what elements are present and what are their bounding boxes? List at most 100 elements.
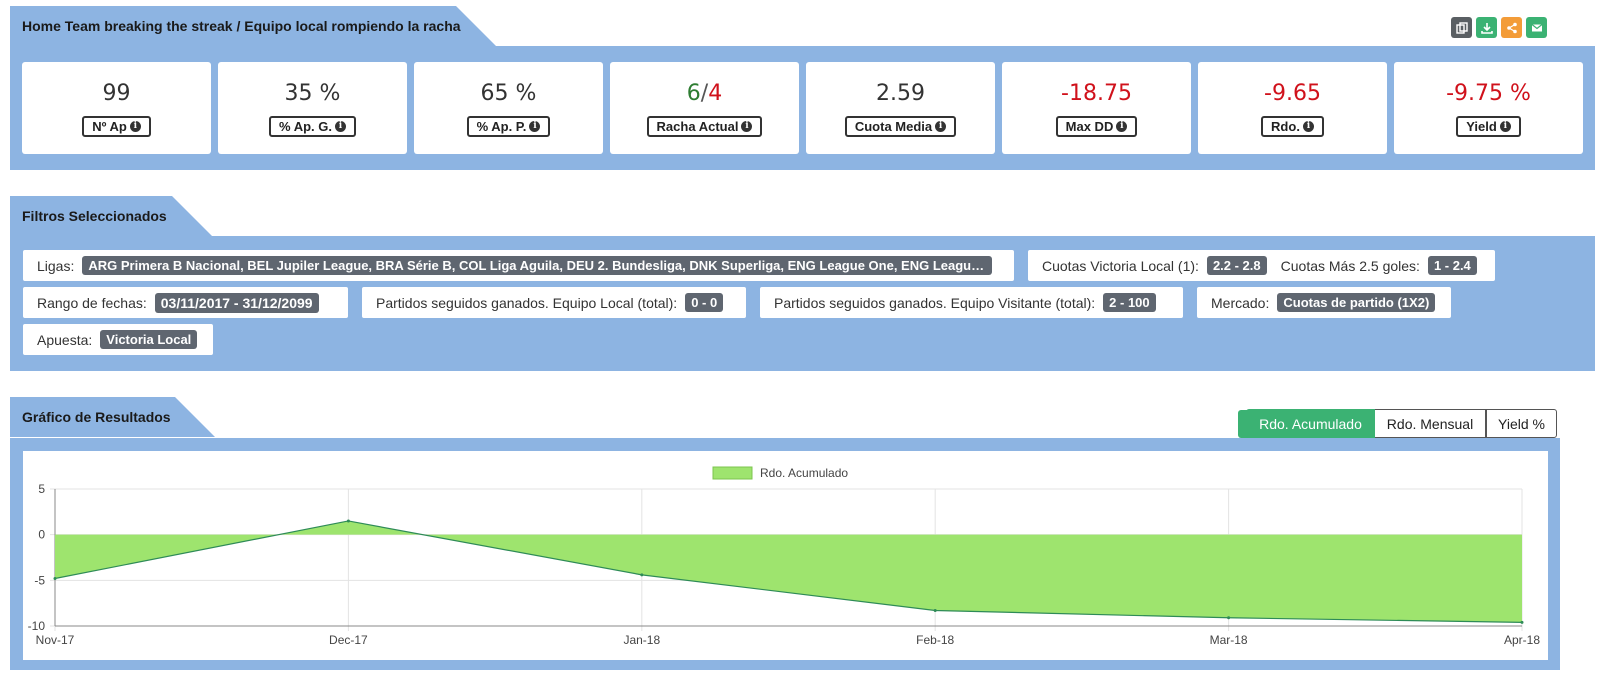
x-tick-label: Jan-18 [623, 633, 660, 647]
kpi-label[interactable]: Racha Actual i [646, 116, 763, 137]
kpi-value: 2.59 [876, 81, 925, 106]
filter-cuotas: Cuotas Victoria Local (1): 2.2 - 2.8 Cuo… [1028, 250, 1495, 281]
kpi-label-text: Yield [1466, 119, 1497, 134]
x-tick-label: Feb-18 [916, 633, 954, 647]
data-point [933, 608, 937, 612]
filter-cuotas-local-label: Cuotas Victoria Local (1): [1042, 257, 1199, 274]
info-icon[interactable]: i [1499, 121, 1511, 132]
kpi-label-text: % Ap. P. [476, 119, 527, 134]
kpi-value: 35 % [284, 81, 341, 106]
kpi-value: 6/4 [687, 80, 722, 108]
series-area [55, 520, 1522, 623]
info-icon[interactable]: i [334, 121, 346, 132]
kpi-value: -9.75 % [1446, 81, 1531, 106]
kpi-card: 6/4 Racha Actual i [610, 62, 799, 154]
legend-label: Rdo. Acumulado [760, 466, 848, 480]
kpi-label-text: % Ap. G. [279, 119, 332, 134]
filter-mercado: Mercado: Cuotas de partido (1X2) [1197, 287, 1451, 318]
filter-apuesta-label: Apuesta: [37, 331, 93, 348]
kpi-label[interactable]: Yield i [1456, 116, 1521, 137]
info-icon[interactable]: i [935, 121, 947, 132]
filter-mercado-value: Cuotas de partido (1X2) [1277, 293, 1436, 312]
info-icon[interactable]: i [529, 121, 541, 132]
kpi-card: -9.65 Rdo. i [1198, 62, 1387, 154]
data-point [1520, 620, 1524, 624]
filter-local: Partidos seguidos ganados. Equipo Local … [362, 287, 746, 318]
kpi-value-separator: / [700, 81, 709, 106]
filter-visitante: Partidos seguidos ganados. Equipo Visita… [760, 287, 1183, 318]
results-title-text: Gráfico de Resultados [22, 409, 171, 425]
kpi-label[interactable]: % Ap. P. i [466, 116, 551, 137]
tab-yield[interactable]: Yield % [1486, 409, 1557, 438]
kpi-card: -18.75 Max DD i [1002, 62, 1191, 154]
tab-rdo-acumulado[interactable]: Rdo. Acumulado [1246, 409, 1375, 438]
filter-cuotas-local-value: 2.2 - 2.8 [1206, 256, 1267, 275]
filter-fechas-label: Rango de fechas: [37, 294, 147, 311]
y-tick-label: -5 [34, 573, 45, 587]
mail-icon[interactable] [1526, 17, 1547, 38]
info-icon[interactable]: i [1302, 121, 1314, 132]
y-tick-label: -10 [28, 619, 46, 633]
x-tick-label: Mar-18 [1210, 633, 1248, 647]
x-tick-label: Nov-17 [36, 633, 75, 647]
data-point [640, 573, 644, 577]
legend-swatch [712, 466, 753, 480]
info-icon[interactable]: i [129, 121, 141, 132]
filter-local-value: 0 - 0 [685, 293, 724, 312]
x-tick-label: Apr-18 [1504, 633, 1540, 647]
filter-apuesta-value: Victoria Local [100, 330, 198, 349]
filter-visitante-value: 2 - 100 [1103, 293, 1156, 312]
tab-rdo-acumulado-label: Rdo. Acumulado [1259, 415, 1362, 432]
kpi-card: 2.59 Cuota Media i [806, 62, 995, 154]
filter-ligas: Ligas: ARG Primera B Nacional, BEL Jupil… [23, 250, 1014, 281]
kpi-label-text: Rdo. [1271, 119, 1300, 134]
kpi-label[interactable]: Rdo. i [1261, 116, 1324, 137]
kpi-label-text: Cuota Media [854, 119, 933, 134]
kpi-label[interactable]: Nº Ap i [82, 116, 151, 137]
filter-cuotas-mas-value: 1 - 2.4 [1427, 256, 1477, 275]
kpi-value-losses: 4 [708, 81, 723, 106]
kpi-label-text: Racha Actual [656, 119, 739, 134]
kpi-label[interactable]: Max DD i [1055, 116, 1138, 137]
kpi-row: 99 Nº Ap i 35 %% Ap. G. i 65 %% Ap. P. i 6/4 Rac… [10, 56, 1595, 160]
filter-cuotas-mas-label: Cuotas Más 2.5 goles: [1280, 257, 1420, 274]
y-tick-label: 5 [38, 482, 45, 496]
filter-visitante-label: Partidos seguidos ganados. Equipo Visita… [774, 294, 1096, 311]
kpi-label-text: Max DD [1065, 119, 1114, 134]
kpi-label[interactable]: Cuota Media i [844, 116, 957, 137]
tab-rdo-mensual-label: Rdo. Mensual [1386, 415, 1474, 432]
chart-container: 5 0 -5 -10 Nov-17 Dec-17 Jan-18 Feb-18 Mar-18 Apr… [23, 451, 1548, 660]
filter-ligas-label: Ligas: [37, 257, 75, 274]
page-title-text: Home Team breaking the streak / Equipo l… [22, 18, 461, 34]
kpi-label-text: Nº Ap [92, 119, 127, 134]
filter-apuesta: Apuesta: Victoria Local [23, 324, 213, 355]
y-tick-label: 0 [38, 528, 45, 542]
data-point [346, 519, 350, 523]
series-line [54, 520, 1523, 623]
info-icon[interactable]: i [1116, 121, 1128, 132]
download-icon[interactable] [1476, 17, 1497, 38]
x-tick-label: Dec-17 [329, 633, 368, 647]
kpi-card: 99 Nº Ap i [22, 62, 211, 154]
kpi-value-wins: 6 [686, 81, 701, 106]
filters-title: Filtros Seleccionados [10, 196, 212, 236]
tab-rdo-mensual[interactable]: Rdo. Mensual [1375, 409, 1486, 438]
filter-local-label: Partidos seguidos ganados. Equipo Local … [376, 294, 678, 311]
data-point [1227, 616, 1231, 620]
kpi-label[interactable]: % Ap. G. i [269, 116, 356, 137]
filter-fechas: Rango de fechas: 03/11/2017 - 31/12/2099 [23, 287, 348, 318]
kpi-value: 99 [102, 81, 131, 106]
kpi-value: -9.65 [1264, 81, 1321, 106]
filter-ligas-value: ARG Primera B Nacional, BEL Jupiler Leag… [82, 256, 993, 275]
filter-mercado-label: Mercado: [1211, 294, 1270, 311]
page-title: Home Team breaking the streak / Equipo l… [10, 6, 496, 46]
kpi-value: -18.75 [1061, 81, 1132, 106]
tab-yield-label: Yield % [1498, 415, 1545, 432]
share-icon[interactable] [1501, 17, 1522, 38]
filters-title-text: Filtros Seleccionados [22, 208, 167, 224]
copy-icon[interactable] [1451, 17, 1472, 38]
filter-fechas-value: 03/11/2017 - 31/12/2099 [154, 292, 319, 313]
results-title: Gráfico de Resultados [10, 397, 215, 437]
info-icon[interactable]: i [741, 121, 753, 132]
